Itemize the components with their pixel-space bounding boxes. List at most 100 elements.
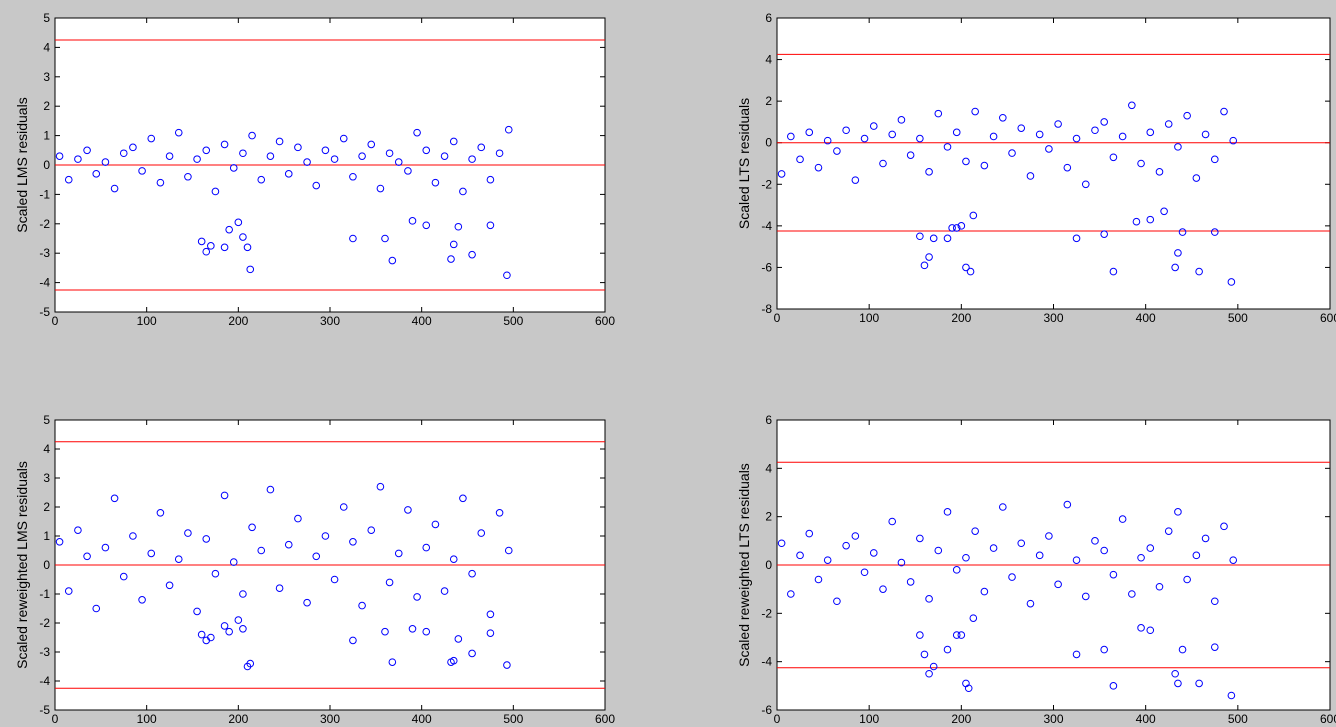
point (1072, 134, 1081, 143)
point (239, 590, 247, 598)
point (1081, 180, 1090, 189)
point (1146, 544, 1155, 552)
point (339, 134, 348, 143)
point (394, 549, 403, 558)
point (449, 555, 458, 564)
point (257, 546, 266, 555)
point (860, 134, 869, 143)
point (1109, 153, 1118, 162)
point (943, 508, 952, 516)
point (1091, 537, 1099, 545)
plot-area (776, 17, 1331, 310)
point (934, 109, 943, 118)
point (165, 581, 174, 590)
point (486, 629, 495, 637)
y-tick-label: 0 (43, 558, 50, 572)
point (957, 222, 966, 230)
point (1109, 682, 1118, 690)
point (1035, 130, 1044, 139)
point (330, 155, 339, 163)
x-tick-label: 500 (1228, 311, 1248, 325)
point (999, 113, 1007, 122)
point (220, 622, 229, 630)
point (303, 158, 311, 166)
point (449, 240, 458, 249)
y-tick-label: -6 (761, 260, 772, 274)
point (339, 503, 348, 511)
point (275, 137, 284, 146)
point (1178, 645, 1187, 654)
point (1063, 163, 1072, 172)
point (138, 596, 146, 604)
point (906, 578, 915, 586)
point (1109, 267, 1118, 276)
y-tick-label: 2 (43, 99, 50, 113)
point (869, 122, 878, 130)
point (376, 482, 385, 491)
point (64, 587, 73, 595)
point (284, 170, 293, 178)
point (1164, 527, 1173, 535)
point (1174, 508, 1182, 516)
point (925, 253, 933, 261)
x-tick-label: 400 (1136, 712, 1156, 726)
point (394, 158, 403, 166)
y-tick-label: 0 (765, 558, 772, 572)
point (385, 149, 394, 158)
point (447, 255, 455, 263)
point (920, 650, 929, 659)
point (952, 224, 961, 232)
point (248, 131, 256, 140)
point (1045, 532, 1053, 540)
point (321, 146, 330, 155)
point (449, 137, 458, 146)
point (110, 494, 119, 503)
point (266, 485, 275, 494)
y-tick-label: 3 (43, 70, 50, 84)
y-tick-label: -3 (39, 645, 50, 659)
point (943, 143, 952, 151)
point (138, 167, 146, 175)
point (1035, 551, 1044, 560)
point (1201, 534, 1210, 543)
point (1063, 500, 1072, 509)
point (814, 163, 823, 172)
point (275, 584, 284, 593)
point (422, 146, 431, 155)
point (989, 544, 998, 552)
point (943, 645, 952, 654)
point (1008, 573, 1016, 581)
point (376, 184, 385, 193)
point (1195, 267, 1203, 276)
y-tick-label: 0 (765, 136, 772, 150)
point (349, 172, 357, 181)
point (952, 128, 961, 137)
point (408, 217, 417, 225)
point (225, 225, 233, 234)
point (989, 132, 998, 141)
point (156, 509, 165, 517)
y-tick-label: -5 (39, 703, 50, 717)
x-tick-label: 400 (1136, 311, 1156, 325)
y-tick-label: -5 (39, 305, 50, 319)
point (413, 593, 421, 601)
axes: 0 100 200 300 400 500 600 -5 -4 -3 -2 -1 0 1 2 3 4 5 Scale… (14, 413, 615, 726)
point (174, 128, 183, 137)
point (1054, 120, 1062, 128)
point (1137, 624, 1145, 632)
point (1072, 234, 1081, 243)
point (1171, 263, 1179, 272)
point (440, 152, 449, 160)
axes: 0 100 200 300 400 500 600 -6 -4 -2 0 2 4 6 Scaled rewe… (736, 413, 1336, 726)
point (1174, 249, 1182, 257)
point (119, 572, 128, 581)
point (879, 585, 887, 593)
point (851, 532, 860, 540)
x-tick-label: 200 (228, 314, 248, 328)
point (454, 222, 463, 231)
point (243, 243, 252, 252)
point (897, 558, 906, 567)
point (266, 152, 275, 160)
point (468, 155, 476, 163)
